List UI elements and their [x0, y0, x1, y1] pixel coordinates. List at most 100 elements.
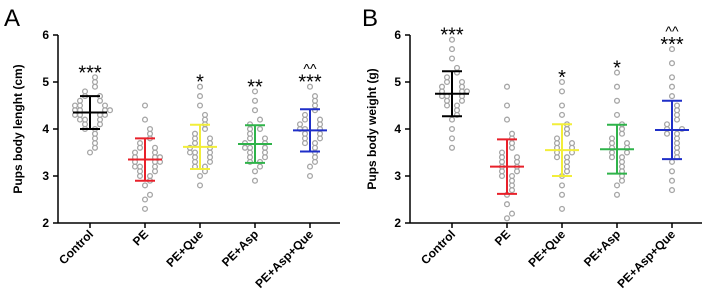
data-point: [668, 60, 676, 67]
data-point: [448, 46, 456, 53]
data-point: [613, 191, 621, 198]
data-point: [256, 116, 264, 123]
data-point: [553, 135, 561, 142]
data-point: [438, 83, 446, 90]
data-point: [141, 182, 149, 189]
data-point: [246, 144, 254, 151]
data-point: [146, 191, 154, 198]
significance-mark: *: [196, 72, 204, 94]
data-point: [251, 97, 259, 104]
data-point: [306, 83, 314, 90]
x-tick-label: PE: [492, 227, 513, 248]
data-point: [558, 111, 566, 118]
data-point: [458, 78, 466, 86]
data-point: [146, 125, 154, 133]
data-point: [453, 102, 461, 109]
y-tick-label: 5: [42, 75, 49, 89]
data-point: [81, 116, 89, 123]
significance-extra: ^^: [665, 23, 679, 39]
data-point: [261, 135, 269, 142]
data-point: [558, 78, 566, 86]
data-point: [151, 144, 159, 151]
x-tick-label: PE+Asp: [219, 227, 261, 269]
x-tick-label: Control: [418, 227, 458, 267]
data-point: [613, 182, 621, 189]
data-point: [131, 149, 139, 156]
data-point: [453, 64, 461, 71]
data-point: [503, 116, 511, 123]
data-point: [201, 111, 209, 118]
y-axis-label: Pups body weight (g): [365, 68, 379, 189]
data-point: [306, 172, 314, 180]
data-point: [558, 205, 566, 212]
data-point: [316, 116, 324, 123]
data-point: [311, 93, 319, 100]
data-point: [613, 83, 621, 90]
y-axis-label: Pups body lenght (cm): [11, 64, 25, 193]
data-point: [448, 135, 456, 142]
data-point: [668, 93, 676, 100]
data-point: [86, 149, 94, 156]
data-point: [613, 97, 621, 104]
data-point: [558, 102, 566, 109]
data-point: [613, 69, 621, 76]
data-point: [623, 140, 631, 147]
data-point: [508, 172, 516, 180]
data-point: [141, 205, 149, 212]
data-point: [448, 144, 456, 151]
data-point: [448, 36, 456, 43]
data-point: [141, 102, 149, 109]
data-point: [498, 149, 506, 156]
data-point: [136, 163, 144, 170]
panel-label: A: [4, 5, 20, 32]
x-tick-label: PE+Que: [163, 227, 206, 270]
y-tick-label: 2: [42, 216, 49, 230]
data-point: [81, 88, 89, 95]
data-point: [448, 55, 456, 62]
significance-mark: **: [247, 76, 263, 98]
x-tick-label: PE+Asp: [581, 227, 623, 269]
data-point: [568, 140, 576, 147]
x-tick-label: Control: [56, 227, 96, 267]
significance-mark: *: [558, 67, 566, 89]
y-tick-label: 3: [394, 169, 401, 183]
significance-mark: ***: [440, 25, 464, 47]
significance-mark: ***: [78, 62, 102, 84]
data-point: [256, 125, 264, 133]
data-point: [146, 172, 154, 180]
data-point: [558, 182, 566, 189]
data-point: [71, 102, 79, 109]
data-point: [251, 88, 259, 95]
y-tick-label: 3: [42, 169, 49, 183]
data-point: [251, 177, 259, 184]
x-tick-label: PE+Asp+Que: [614, 227, 678, 291]
data-point: [563, 154, 571, 161]
y-tick-label: 6: [394, 28, 401, 42]
panel: B Pups body weight (g) 2 3 4 5 6 Control *** PE PE…: [362, 5, 702, 291]
data-point: [136, 140, 144, 147]
data-point: [673, 130, 681, 137]
data-point: [668, 187, 676, 194]
x-tick-label: PE+Que: [525, 227, 568, 270]
data-point: [613, 111, 621, 118]
data-point: [106, 107, 114, 114]
data-point: [668, 168, 676, 175]
data-point: [306, 163, 314, 170]
data-point: [251, 168, 259, 175]
data-point: [503, 102, 511, 109]
data-point: [448, 116, 456, 123]
x-tick-label: PE+Asp+Que: [252, 227, 316, 291]
data-point: [76, 97, 84, 104]
significance-mark: ***: [298, 72, 322, 94]
data-point: [296, 121, 304, 128]
significance-mark: ***: [660, 34, 684, 56]
data-point: [503, 83, 511, 90]
x-tick-label: PE: [130, 227, 151, 248]
data-point: [141, 116, 149, 123]
data-point: [668, 83, 676, 90]
data-point: [503, 215, 511, 222]
data-point: [141, 196, 149, 203]
